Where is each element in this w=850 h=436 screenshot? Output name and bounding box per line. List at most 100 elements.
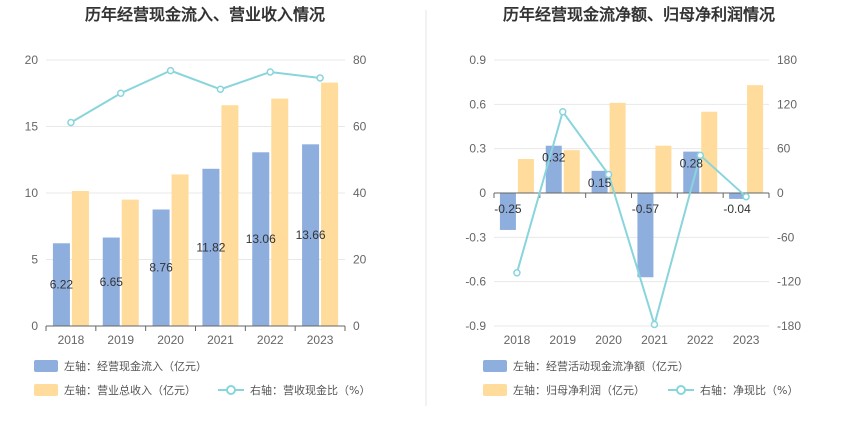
chart-1-xtick-label: 2019 — [107, 333, 134, 347]
chart-1-ratio-point — [117, 89, 125, 97]
chart-2-legend: 左轴：经营活动现金流净额（亿元） 左轴：归母净利润（亿元） 右轴：净现比（%） — [483, 359, 798, 397]
chart-2-ytick-left: 0.3 — [469, 142, 486, 156]
chart-1-data-label: 8.76 — [149, 261, 173, 275]
chart-2-bar-b — [563, 150, 580, 193]
chart-2-title: 历年经营现金流净额、归母净利润情况 — [503, 5, 775, 24]
chart-1-bar-b — [171, 174, 189, 326]
chart-2-xtick-label: 2019 — [549, 333, 576, 347]
chart-2-xtick-label: 2022 — [687, 333, 714, 347]
legend-label-net-ratio[interactable]: 右轴：净现比（%） — [700, 383, 798, 397]
chart-1-ytick-left: 0 — [31, 319, 38, 333]
legend-label-net-profit[interactable]: 左轴：归母净利润（亿元） — [513, 383, 645, 397]
chart-2-ratio-point — [604, 170, 613, 179]
legend-marker-ratio[interactable] — [226, 385, 236, 395]
chart-1-data-label: 13.66 — [296, 228, 326, 242]
chart-2-ytick-right: 0 — [777, 186, 784, 200]
chart-1-ytick-left: 15 — [25, 120, 39, 134]
chart-2-xtick-label: 2023 — [733, 333, 760, 347]
chart-1-xtick-label: 2018 — [58, 333, 85, 347]
chart-2-ytick-left: -0.6 — [465, 275, 486, 289]
legend-swatch-net-cashflow[interactable] — [483, 360, 507, 372]
chart-2-ytick-right: 120 — [777, 97, 797, 111]
chart-1-xtick-label: 2021 — [207, 333, 234, 347]
chart-2-ytick-left: -0.9 — [465, 319, 486, 333]
legend-label-ratio[interactable]: 右轴：营收现金比（%） — [250, 383, 370, 397]
chart-1-ytick-right: 20 — [353, 253, 367, 267]
chart-2-bar-a — [637, 193, 654, 278]
chart-1-bar-b — [321, 82, 339, 326]
legend-swatch-revenue[interactable] — [34, 384, 58, 396]
chart-1-bar-a — [302, 144, 320, 326]
chart-1-bar-a — [152, 209, 170, 326]
chart-1-bar-a — [252, 152, 270, 326]
chart-2-xtick-label: 2018 — [504, 333, 531, 347]
chart-2-data-label: -0.04 — [723, 202, 751, 216]
chart-2-bar-b — [701, 111, 718, 193]
chart-1-xtick-label: 2020 — [157, 333, 184, 347]
chart-2-bar-b — [747, 85, 764, 193]
chart-2-ratio-point — [559, 107, 567, 116]
chart-1-ytick-right: 40 — [353, 186, 367, 200]
chart-1-xtick-label: 2023 — [307, 333, 334, 347]
chart-1-bar-b — [71, 191, 89, 326]
legend-swatch-net-profit[interactable] — [483, 384, 507, 396]
chart-1-ratio-point — [316, 74, 324, 82]
chart-1-ytick-right: 60 — [353, 120, 367, 134]
chart-2-bar-a — [499, 193, 516, 230]
chart-2-ratio-line — [515, 109, 747, 329]
legend-label-inflow[interactable]: 左轴：经营现金流入（亿元） — [64, 359, 207, 373]
chart-1-ratio-line — [70, 69, 321, 124]
chart-2-ratio-point — [513, 269, 521, 277]
chart-1-ytick-right: 0 — [353, 319, 360, 333]
chart-2-ytick-right: 180 — [777, 53, 797, 67]
chart-2-ytick-left: 0.6 — [469, 97, 486, 111]
chart-2-ytick-left: -0.3 — [465, 230, 486, 244]
chart-2-bar-b — [609, 102, 626, 193]
chart-2-bar-a — [591, 170, 608, 193]
chart-2-bar-b — [517, 159, 534, 193]
legend-swatch-inflow[interactable] — [34, 360, 58, 372]
chart-2-ytick-right: -60 — [777, 230, 795, 244]
legend-label-revenue[interactable]: 左轴：营业总收入（亿元） — [64, 383, 196, 397]
chart-1-bar-b — [221, 105, 239, 326]
chart-2: -0.9 -180 -0.6 -120 -0.3 -60 0 0 0.3 60 0.6 120 0.9 1… — [465, 53, 801, 347]
chart-1-ratio-point — [166, 66, 175, 75]
chart-1-bar-a — [202, 168, 220, 326]
chart-2-ratio-point — [696, 151, 704, 160]
chart-2-ratio-point — [742, 192, 750, 201]
chart-1-data-label: 11.82 — [196, 240, 225, 254]
chart-1: 0 0 5 20 10 40 15 60 20 80 2018 2019 2020 2021 2022 202… — [25, 53, 367, 347]
chart-2-xtick-label: 2021 — [641, 333, 668, 347]
chart-1-bar-b — [271, 98, 289, 326]
chart-2-bar-a — [729, 193, 746, 199]
chart-1-data-label: 13.06 — [246, 232, 276, 246]
chart-2-ytick-left: 0.9 — [469, 53, 486, 67]
chart-1-ratio-point — [266, 68, 274, 76]
chart-1-ratio-point — [216, 85, 225, 94]
chart-1-xtick-label: 2022 — [257, 333, 284, 347]
chart-2-data-label: 0.32 — [542, 151, 566, 165]
chart-2-data-label: 0.15 — [588, 176, 612, 190]
chart-2-bar-a — [683, 151, 700, 193]
chart-1-legend: 左轴：经营现金流入（亿元） 左轴：营业总收入（亿元） 右轴：营收现金比（%） — [34, 359, 370, 397]
chart-1-ytick-left: 10 — [25, 186, 39, 200]
chart-2-bar-b — [655, 145, 672, 193]
chart-1-ratio-point — [67, 118, 75, 127]
chart-1-title: 历年经营现金流入、营业收入情况 — [85, 5, 325, 24]
chart-1-bar-a — [102, 237, 120, 326]
chart-2-ytick-right: -180 — [777, 319, 801, 333]
chart-1-ytick-right: 80 — [353, 53, 367, 67]
chart-1-bar-a — [52, 243, 70, 326]
chart-1-bar-b — [121, 199, 139, 326]
chart-2-ratio-point — [650, 320, 659, 329]
chart-2-xtick-label: 2020 — [595, 333, 622, 347]
chart-1-ytick-left: 5 — [31, 253, 38, 267]
chart-1-data-label: 6.22 — [50, 278, 74, 292]
chart-2-ytick-right: 60 — [777, 142, 791, 156]
legend-label-net-cashflow[interactable]: 左轴：经营活动现金流净额（亿元） — [513, 359, 689, 373]
chart-2-data-label: 0.28 — [680, 157, 704, 171]
chart-2-ytick-right: -120 — [777, 275, 801, 289]
legend-marker-net-ratio[interactable] — [676, 385, 686, 395]
